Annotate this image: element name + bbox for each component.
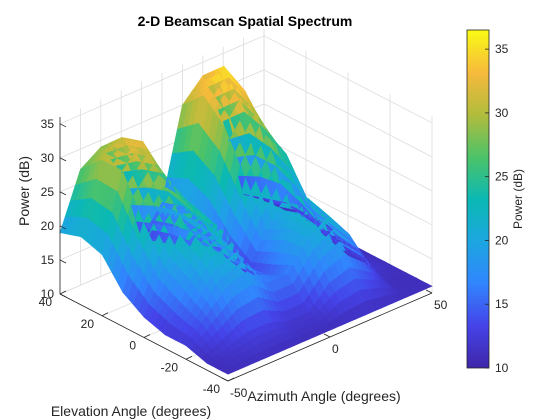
elevation-tick-mark	[101, 312, 109, 317]
azimuth-tick-label: 0	[332, 342, 339, 356]
elevation-tick-labels: -40 -20 0 20 40	[39, 290, 235, 396]
colorbar: 10 15 20 25 30 35 Power (dB)	[466, 29, 525, 375]
z-tick-label: 25	[41, 185, 55, 199]
azimuth-tick-label: -50	[230, 386, 248, 400]
elevation-tick-mark	[227, 377, 235, 382]
z-tick-mark	[59, 293, 67, 298]
azimuth-tick-label: 50	[434, 298, 448, 312]
azimuth-axis-label: Azimuth Angle (degrees)	[247, 388, 400, 404]
z-tick-mark	[59, 225, 67, 230]
colorbar-tick-label: 20	[495, 233, 509, 247]
z-axis-label: Power (dB)	[16, 156, 32, 226]
colorbar-tick-label: 15	[495, 297, 509, 311]
z-tick-mark	[59, 191, 67, 196]
z-tick-label: 20	[41, 219, 55, 233]
azimuth-tick-mark	[425, 289, 433, 294]
colorbar-ticks: 10 15 20 25 30 35	[485, 42, 509, 375]
colorbar-tick-label: 25	[495, 170, 509, 184]
colorbar-gradient	[466, 29, 490, 369]
colorbar-label: Power (dB)	[511, 169, 525, 229]
surface-patch	[222, 368, 234, 375]
chart-title: 2-D Beamscan Spatial Spectrum	[138, 13, 353, 29]
z-tick-mark	[59, 123, 67, 128]
colorbar-tick-label: 30	[495, 106, 509, 120]
elevation-tick-mark	[59, 290, 67, 295]
colorbar-tick-label: 10	[495, 361, 509, 375]
z-tick-mark	[59, 259, 67, 264]
colorbar-tick-label: 35	[495, 42, 509, 56]
elevation-tick-mark	[185, 355, 193, 360]
elevation-tick-label: 20	[81, 317, 95, 331]
z-tick-label: 30	[41, 151, 55, 165]
elevation-axis-label: Elevation Angle (degrees)	[51, 403, 211, 419]
elevation-tick-label: 40	[39, 295, 53, 309]
z-tick-label: 15	[41, 253, 55, 267]
z-tick-mark	[59, 157, 67, 162]
z-tick-labels: 10 15 20 25 30 35	[41, 117, 67, 301]
azimuth-tick-mark	[323, 333, 331, 338]
z-tick-label: 10	[41, 287, 55, 301]
azimuth-tick-labels: -50 0 50	[221, 289, 448, 400]
elevation-tick-mark	[143, 334, 151, 338]
elevation-tick-label: 0	[129, 339, 136, 353]
elevation-tick-label: -20	[161, 360, 179, 374]
elevation-tick-label: -40	[203, 382, 221, 396]
spectrum-surface	[59, 65, 433, 375]
z-tick-label: 35	[41, 117, 55, 131]
azimuth-tick-mark	[221, 377, 229, 382]
